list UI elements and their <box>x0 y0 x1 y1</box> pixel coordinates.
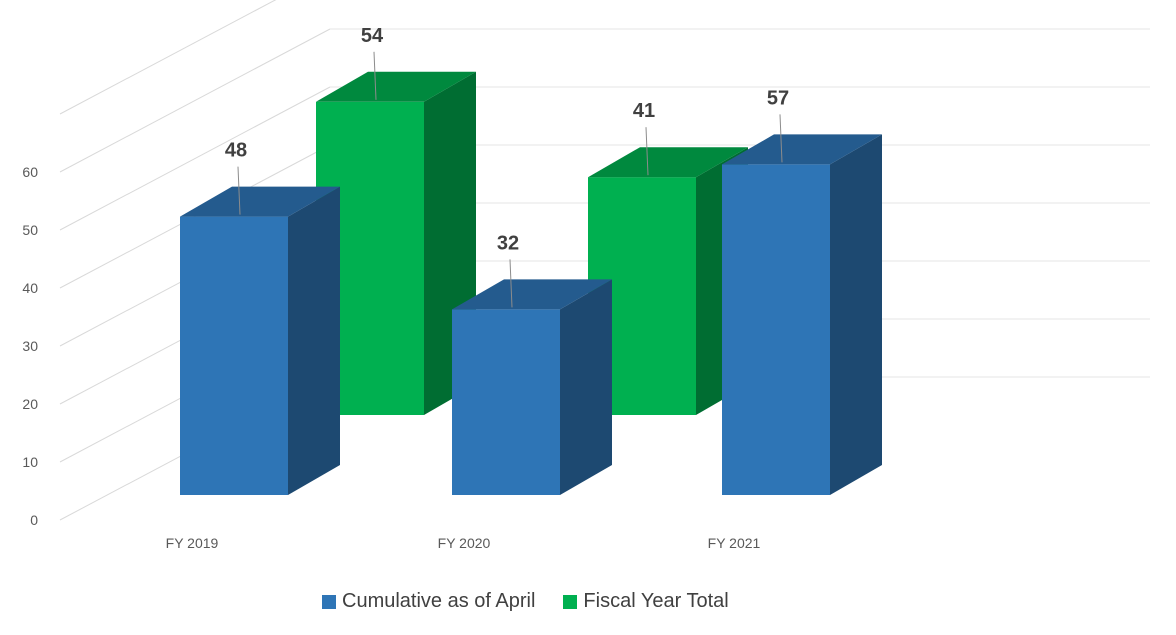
bar-fiscal-year-1-leader-line <box>373 51 377 100</box>
y-tick-label: 40 <box>22 280 38 296</box>
bar-cumulative-2-top <box>452 279 612 310</box>
bar-cumulative-3-front <box>722 164 830 495</box>
bar-cumulative-1-top <box>180 186 340 217</box>
bar-fiscal-year-1-top <box>316 71 476 102</box>
x-tick-label: FY 2021 <box>708 535 761 551</box>
bar-cumulative-2: 32 <box>452 232 612 495</box>
bar-cumulative-3: 57 <box>722 87 882 495</box>
bar-cumulative-1: 48 <box>180 140 340 495</box>
y-axis: 0 10 20 30 40 50 60 <box>22 164 38 528</box>
x-axis: FY 2019 FY 2020 FY 2021 <box>166 535 761 551</box>
legend: Cumulative as of April Fiscal Year Total <box>322 590 729 613</box>
x-tick-label: FY 2019 <box>166 535 219 551</box>
bar-fiscal-year-1-data-label: 54 <box>361 25 384 47</box>
bars: 54 41 48 32 57 <box>180 25 882 495</box>
y-tick-label: 60 <box>22 164 38 180</box>
bar-cumulative-2-leader-line <box>509 259 513 308</box>
bar-cumulative-3-data-label: 57 <box>767 87 789 109</box>
y-tick-label: 10 <box>22 454 38 470</box>
bar-cumulative-3-side <box>830 134 882 495</box>
legend-swatch-fiscal-year <box>563 594 578 609</box>
bar-cumulative-1-leader-line <box>237 166 241 215</box>
y-tick-label: 20 <box>22 396 38 412</box>
y-tick-label: 30 <box>22 338 38 354</box>
gridline-side <box>59 86 331 231</box>
x-tick-label: FY 2020 <box>438 535 491 551</box>
legend-label-cumulative: Cumulative as of April <box>342 590 536 612</box>
legend-label-fiscal-year: Fiscal Year Total <box>583 590 729 612</box>
bar-fiscal-year-2-data-label: 41 <box>633 100 655 122</box>
bar-cumulative-2-side <box>560 279 612 495</box>
legend-swatch-cumulative <box>322 594 336 609</box>
bar-fiscal-year-2-leader-line <box>645 127 649 176</box>
bar-cumulative-1-data-label: 48 <box>225 140 247 162</box>
gridline-side <box>59 0 277 115</box>
bar-cumulative-1-front <box>180 216 288 495</box>
bar-cumulative-1-side <box>288 186 340 495</box>
gridline-side <box>59 28 331 173</box>
bar-fiscal-year-2-top <box>588 147 748 178</box>
y-tick-label: 0 <box>30 512 38 528</box>
y-tick-label: 50 <box>22 222 38 238</box>
legend-item-fiscal-year: Fiscal Year Total <box>563 590 729 613</box>
bar-cumulative-2-front <box>452 309 560 495</box>
bar-cumulative-2-data-label: 32 <box>497 232 519 254</box>
bar-cumulative-3-top <box>722 134 882 165</box>
legend-item-cumulative: Cumulative as of April <box>322 590 535 613</box>
bar-cumulative-3-leader-line <box>779 114 783 163</box>
